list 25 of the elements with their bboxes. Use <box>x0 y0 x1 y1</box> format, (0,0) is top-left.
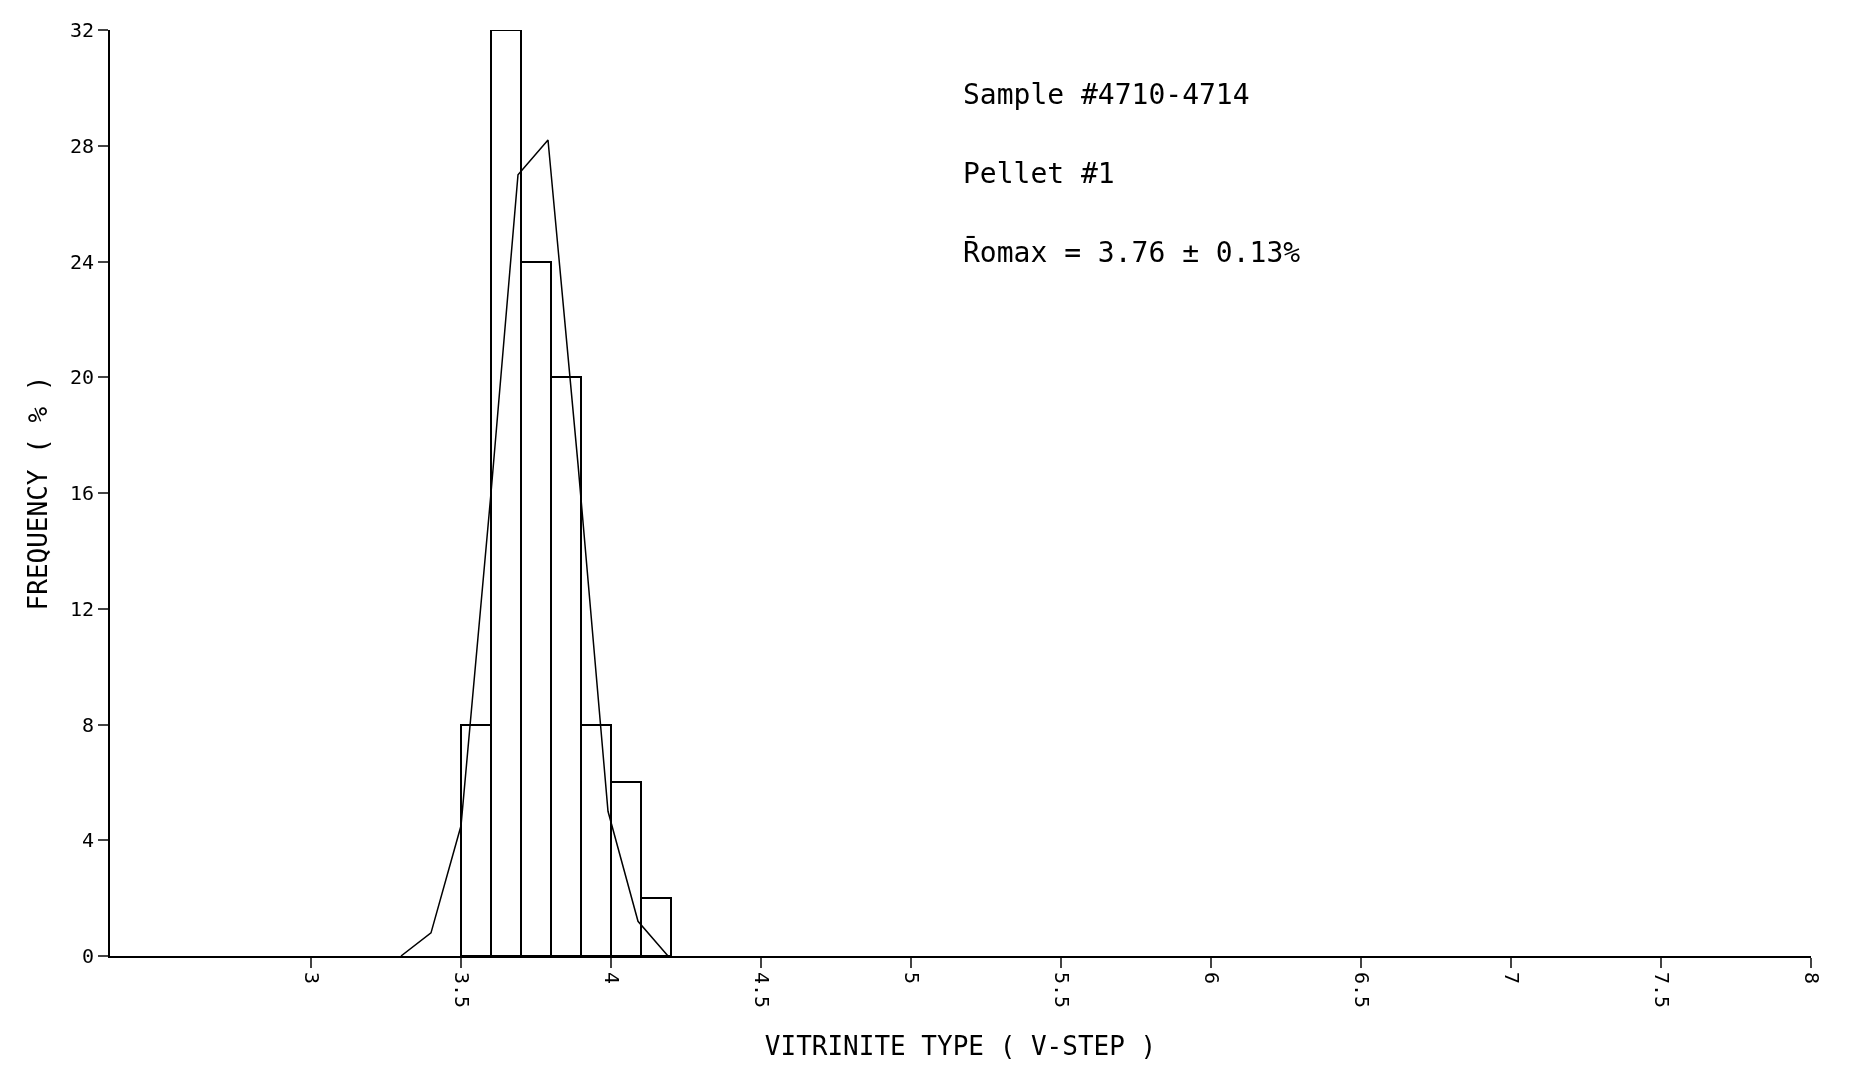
y-tick-label: 28 <box>69 133 94 158</box>
x-tick-label: 3.5 <box>449 972 474 1009</box>
x-tick-label: 4.5 <box>749 972 774 1009</box>
annotation: Sample #4710-4714 <box>963 78 1250 111</box>
annotation: Pellet #1 <box>963 157 1115 190</box>
x-axis-title: VITRINITE TYPE ( V-STEP ) <box>764 1031 1157 1062</box>
y-axis-title: FREQUENCY ( % ) <box>22 375 53 611</box>
x-tick-label: 3 <box>299 972 324 985</box>
x-tick-label: 8 <box>1799 972 1824 985</box>
x-tick-label: 7 <box>1499 972 1524 985</box>
y-tick-label: 8 <box>81 712 94 737</box>
y-tick-label: 24 <box>69 249 94 274</box>
y-tick-label: 12 <box>69 596 94 621</box>
y-tick-label: 32 <box>69 18 94 42</box>
y-tick-label: 16 <box>69 481 94 505</box>
y-tick-label: 4 <box>81 828 94 853</box>
y-tick-label: 0 <box>81 944 94 968</box>
x-tick-label: 6.5 <box>1349 972 1374 1009</box>
x-tick-label: 5.5 <box>1049 972 1074 1009</box>
x-tick-label: 7.5 <box>1649 972 1674 1009</box>
annotation: R̄omax = 3.76 ± 0.13% <box>963 235 1301 270</box>
x-tick-label: 6 <box>1199 972 1224 985</box>
x-tick-label: 4 <box>599 972 624 985</box>
x-tick-label: 5 <box>899 972 924 985</box>
y-tick-label: 20 <box>69 365 94 390</box>
